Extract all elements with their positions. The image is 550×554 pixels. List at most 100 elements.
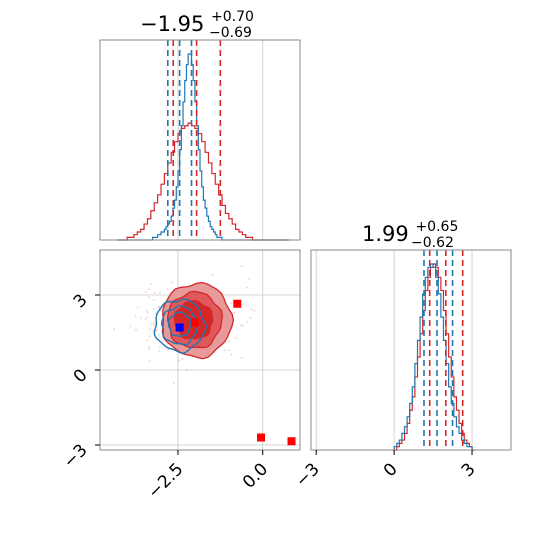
marginal-y-panel: −3 0 3 1.99 +0.65 −0.62 (292, 219, 512, 491)
joint-sample-point-216 (211, 273, 214, 276)
joint-x-ticks: −2.5 0.0 (144, 450, 272, 503)
marginal-x-histograms (116, 53, 290, 241)
marginal-x-hist-red (116, 122, 290, 241)
joint-sample-point-236 (152, 321, 155, 323)
joint-sample-point-100 (136, 306, 139, 309)
marginal-x-title-value: −1.95 (140, 12, 204, 36)
joint-sample-point-28 (248, 277, 251, 280)
joint-ytick-label-0: −3 (60, 440, 92, 472)
joint-sample-point-240 (230, 302, 233, 305)
joint-sample-point-137 (148, 346, 151, 349)
joint-sample-point-111 (246, 321, 248, 324)
joint-sample-point-134 (223, 349, 226, 352)
marginal-y-title-sup: +0.65 (415, 219, 458, 235)
marginal-x-quantile-lines (166, 40, 222, 240)
joint-sample-point-38 (178, 359, 180, 362)
joint-sample-point-196 (181, 358, 184, 360)
joint-sample-point-40 (167, 288, 169, 291)
marginal-y-xtick-label-0: −3 (292, 459, 324, 491)
joint-sample-point-193 (152, 308, 155, 310)
joint-sample-point-26 (240, 324, 242, 327)
marginal-x-panel: −1.95 +0.70 −0.69 (99, 9, 301, 241)
joint-panel: −2.5 0.0 −3 0 3 (60, 249, 301, 503)
joint-sample-point-109 (158, 350, 161, 352)
joint-contour-blue-outer (153, 298, 207, 354)
marginal-x-title-sup: +0.70 (211, 9, 254, 25)
joint-marker-red-3 (287, 437, 296, 446)
joint-sample-point-1 (152, 299, 155, 301)
joint-sample-point-136 (230, 353, 233, 356)
joint-sample-point-68 (156, 329, 158, 331)
marginal-y-xtick-label-1: 0 (380, 459, 402, 481)
marginal-y-hist-blue (393, 263, 475, 451)
joint-sample-point-8 (249, 316, 252, 319)
joint-sample-point-21 (150, 322, 153, 325)
joint-sample-point-206 (146, 316, 149, 319)
joint-sample-point-114 (253, 309, 256, 312)
joint-sample-point-252 (246, 286, 249, 289)
marginal-x-title-sub: −0.69 (209, 25, 252, 41)
joint-sample-point-118 (148, 360, 151, 362)
joint-marker-red-0 (233, 299, 242, 308)
marginal-y-frame (310, 249, 512, 451)
marginal-x-title: −1.95 +0.70 (140, 9, 254, 36)
joint-xtick-label-0: −2.5 (144, 459, 187, 502)
joint-sample-point-76 (153, 292, 156, 295)
joint-sample-point-117 (146, 311, 149, 314)
joint-ytick-label-2: 3 (70, 290, 92, 312)
joint-sample-point-22 (240, 356, 243, 359)
joint-marker-blue-0 (175, 323, 184, 332)
joint-sample-point-103 (154, 312, 156, 315)
joint-sample-point-23 (159, 291, 161, 294)
joint-sample-point-211 (146, 310, 149, 312)
joint-sample-point-31 (149, 328, 152, 331)
joint-sample-point-191 (158, 333, 160, 336)
marginal-y-title-value: 1.99 (362, 222, 409, 246)
joint-markers (175, 299, 296, 446)
joint-marker-red-2 (257, 433, 266, 442)
joint-sample-point-93 (158, 346, 161, 349)
marginal-y-quantile-lines (423, 250, 464, 450)
joint-sample-point-102 (185, 369, 188, 371)
joint-sample-point-7 (153, 324, 156, 326)
joint-marker-red-1 (190, 318, 199, 327)
marginal-y-title-sub: −0.62 (411, 235, 454, 251)
marginal-y-grid (315, 250, 473, 450)
marginal-y-x-ticks: −3 0 3 (292, 450, 480, 491)
joint-sample-point-70 (167, 348, 170, 351)
joint-sample-point-222 (146, 339, 149, 342)
joint-sample-point-112 (241, 324, 244, 327)
marginal-y-xtick-label-2: 3 (458, 459, 480, 481)
joint-y-ticks: −3 0 3 (60, 290, 100, 472)
joint-sample-point-6 (140, 317, 142, 319)
joint-sample-point-116 (240, 265, 243, 267)
marginal-y-histograms (393, 263, 475, 451)
joint-sample-point-182 (148, 335, 151, 338)
joint-contour-blue-mid (160, 304, 200, 346)
joint-sample-point-246 (228, 340, 231, 343)
joint-sample-point-98 (134, 315, 137, 318)
joint-sample-point-180 (162, 340, 165, 342)
joint-sample-point-84 (250, 308, 253, 311)
joint-sample-point-243 (148, 348, 151, 351)
joint-xtick-label-1: 0.0 (239, 459, 272, 492)
joint-sample-point-208 (113, 328, 115, 331)
joint-sample-point-224 (233, 311, 236, 314)
marginal-y-title: 1.99 +0.65 (362, 219, 458, 246)
joint-sample-point-30 (228, 349, 230, 351)
joint-sample-point-92 (235, 336, 238, 339)
joint-sample-point-79 (144, 318, 147, 321)
joint-ytick-label-1: 0 (70, 365, 92, 387)
joint-sample-point-10 (171, 281, 174, 284)
joint-sample-point-226 (150, 282, 153, 285)
joint-sample-point-48 (148, 296, 150, 299)
joint-contour-blue-inner (167, 311, 192, 338)
joint-sample-point-14 (135, 329, 137, 332)
joint-sample-point-119 (129, 325, 131, 328)
joint-sample-point-238 (158, 306, 160, 309)
joint-sample-point-97 (160, 310, 163, 312)
marginal-x-frame (99, 39, 301, 241)
joint-sample-point-50 (144, 291, 147, 293)
